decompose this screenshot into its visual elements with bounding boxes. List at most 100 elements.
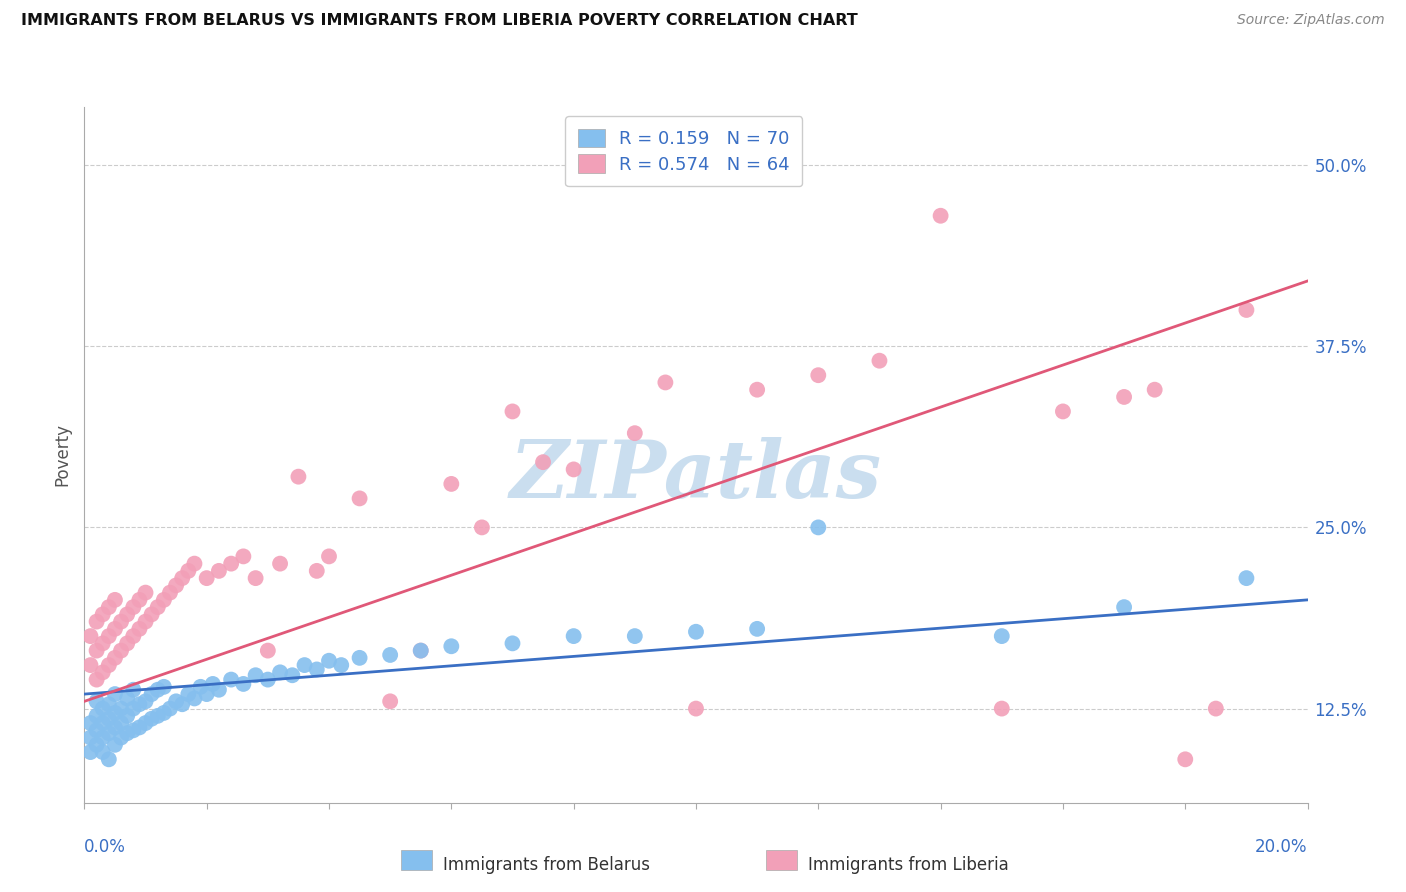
Point [269,557,291,571]
Point [747,622,769,636]
Point [502,404,524,418]
Point [1236,571,1258,585]
Point [91,665,114,680]
Point [153,680,176,694]
Point [502,636,524,650]
Point [172,571,194,585]
Point [110,731,132,745]
Point [1114,600,1136,615]
Point [1236,303,1258,318]
Point [562,462,585,476]
Point [135,585,157,599]
Text: Immigrants from Belarus: Immigrants from Belarus [443,856,650,874]
Point [330,658,353,673]
Point [86,643,108,657]
Point [115,726,138,740]
Point [153,706,176,720]
Point [409,643,432,657]
Point [991,629,1014,643]
Point [287,469,309,483]
Point [104,687,127,701]
Point [183,691,205,706]
Text: Immigrants from Liberia: Immigrants from Liberia [808,856,1010,874]
Point [380,648,402,662]
Point [305,662,328,677]
Point [305,564,328,578]
Point [685,624,707,639]
Point [135,716,157,731]
Point [208,564,231,578]
Point [79,731,101,745]
Point [159,701,181,715]
Point [128,592,150,607]
Point [128,622,150,636]
Point [1143,383,1166,397]
Point [86,708,108,723]
Point [177,564,200,578]
Point [91,731,114,745]
Point [110,701,132,715]
Point [165,694,187,708]
Point [97,726,120,740]
Point [807,368,830,383]
Point [104,651,127,665]
Point [624,426,647,441]
Point [97,712,120,726]
Point [219,557,242,571]
Point [318,549,340,564]
Point [195,687,218,701]
Point [245,668,267,682]
Point [79,629,101,643]
Point [128,721,150,735]
Point [110,643,132,657]
Point [219,673,242,687]
Text: Source: ZipAtlas.com: Source: ZipAtlas.com [1237,13,1385,28]
Point [807,520,830,534]
Point [232,549,254,564]
Point [195,571,218,585]
Point [471,520,494,534]
Point [929,209,952,223]
Text: ZIPatlas: ZIPatlas [510,437,882,515]
Point [349,491,371,506]
Point [135,615,157,629]
Point [97,698,120,712]
Point [869,353,891,368]
Point [104,622,127,636]
Point [685,701,707,715]
Point [146,600,169,615]
Point [409,643,432,657]
Point [122,600,145,615]
Point [183,557,205,571]
Point [115,636,138,650]
Y-axis label: Poverty: Poverty [53,424,72,486]
Point [269,665,291,680]
Point [624,629,647,643]
Point [380,694,402,708]
Point [115,708,138,723]
Point [79,658,101,673]
Point [257,673,280,687]
Point [91,745,114,759]
Point [141,712,163,726]
Point [1052,404,1074,418]
Legend: R = 0.159   N = 70, R = 0.574   N = 64: R = 0.159 N = 70, R = 0.574 N = 64 [565,116,803,186]
Point [1205,701,1227,715]
Text: IMMIGRANTS FROM BELARUS VS IMMIGRANTS FROM LIBERIA POVERTY CORRELATION CHART: IMMIGRANTS FROM BELARUS VS IMMIGRANTS FR… [21,13,858,29]
Point [153,592,176,607]
Point [245,571,267,585]
Point [86,615,108,629]
Text: 0.0%: 0.0% [84,838,127,856]
Point [110,615,132,629]
Point [141,687,163,701]
Point [1114,390,1136,404]
Point [135,694,157,708]
Point [91,636,114,650]
Point [531,455,554,469]
Point [146,682,169,697]
Point [97,629,120,643]
Point [654,376,676,390]
Point [97,600,120,615]
Point [91,716,114,731]
Point [79,745,101,759]
